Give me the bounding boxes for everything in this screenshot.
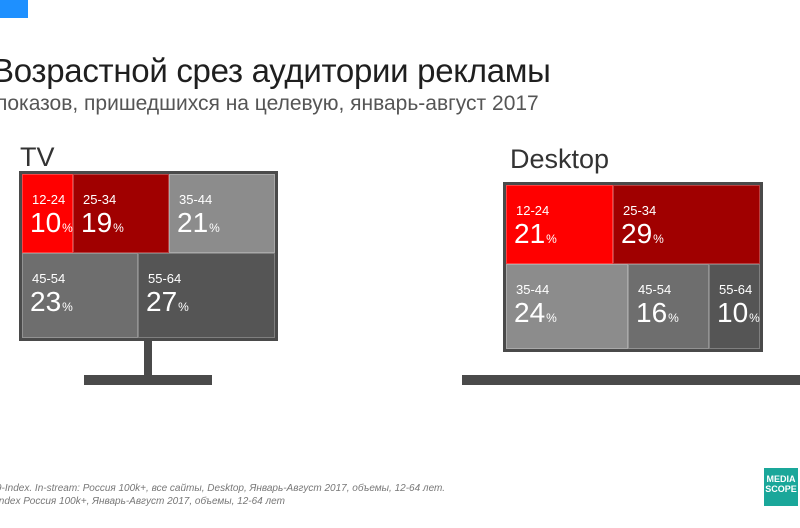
desktop-value-label: 29% [621,218,664,249]
tv-percent-sign: % [209,221,220,235]
tv-percent-sign: % [62,300,73,314]
tv-value-label: 10% [30,207,73,238]
tv-cell-55-64: 55-64 27% [138,253,275,338]
mediascope-logo: MEDIA SCOPE [764,468,798,506]
tv-cell-25-34: 25-34 19% [73,174,169,253]
desktop-age-label: 12-24 [516,203,550,218]
desktop-cell-55-64: 55-64 10% [709,264,760,349]
desktop-percent-sign: % [749,311,760,325]
desktop-value-label: 24% [514,297,557,328]
tv-cell-45-54: 45-54 23% [22,253,138,338]
tv-percent-sign: % [62,221,73,235]
footnote-1: 9-Index. In-stream: Россия 100k+, все са… [0,483,446,494]
corner-accent [0,0,28,18]
desktop-cell-25-34: 25-34 29% [613,185,760,264]
desktop-age-label: 35-44 [516,282,550,297]
tv-age-label: 12-24 [32,192,66,207]
logo-text-1: MEDIA [766,474,796,484]
desktop-percent-sign: % [546,311,557,325]
page-subtitle: показов, пришедшихся на целевую, январь-… [0,92,539,115]
laptop-base [462,375,800,385]
desktop-percent-sign: % [546,232,557,246]
desktop-cell-12-24: 12-24 21% [506,185,613,264]
desktop-label: Desktop [510,144,610,174]
desktop-value-label: 21% [514,218,557,249]
desktop-percent-sign: % [653,232,664,246]
desktop-screen-frame: 12-24 21% 25-34 29% 35-44 24% 45-54 16% 55-64 10% [503,182,763,352]
desktop-age-label: 55-64 [719,282,753,297]
tv-age-label: 55-64 [148,271,182,286]
tv-age-label: 35-44 [179,192,213,207]
desktop-value-label: 16% [636,297,679,328]
desktop-age-label: 45-54 [638,282,672,297]
tv-label: TV [20,142,55,172]
desktop-age-label: 25-34 [623,203,657,218]
tv-cell-12-24: 12-24 10% [22,174,73,253]
tv-value-label: 23% [30,286,73,317]
desktop-percent-sign: % [668,311,679,325]
tv-age-label: 45-54 [32,271,66,286]
tv-percent-sign: % [178,300,189,314]
tv-value-label: 21% [177,207,220,238]
desktop-value-label: 10% [717,297,760,328]
page-title: Возрастной срез аудитории рекламы [0,52,551,89]
tv-age-label: 25-34 [83,192,117,207]
tv-cell-35-44: 35-44 21% [169,174,275,253]
logo-text-2: SCOPE [765,484,797,494]
tv-stand-base [84,375,212,385]
desktop-cell-45-54: 45-54 16% [628,264,709,349]
tv-screen-frame: 12-24 10% 25-34 19% 35-44 21% 45-54 23% 55-64 27% [19,171,278,341]
tv-value-label: 27% [146,286,189,317]
tv-value-label: 19% [81,207,124,238]
desktop-cell-35-44: 35-44 24% [506,264,628,349]
tv-percent-sign: % [113,221,124,235]
tv-stand-neck [144,341,152,375]
footnote-2: Index Россия 100k+, Январь-Август 2017, … [0,496,285,507]
